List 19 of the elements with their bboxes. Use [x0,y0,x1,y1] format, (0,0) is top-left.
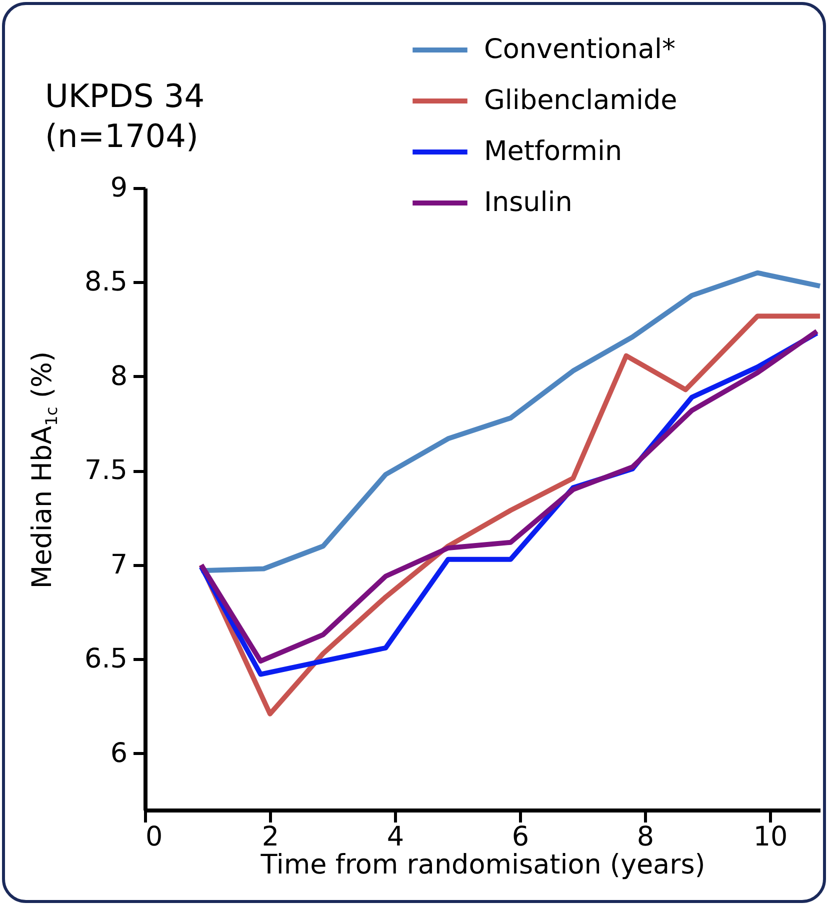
y-tick-label: 7.5 [84,455,128,486]
legend-label: Metformin [484,136,622,167]
y-tick-label: 6 [110,738,128,769]
x-axis-title: Time from randomisation (years) [260,850,706,880]
chart-title: UKPDS 34 (n=1704) [45,76,205,156]
x-tick-label: 0 [146,822,163,852]
y-tick-label: 8.5 [84,266,128,298]
y-tick-label: 8 [110,360,128,392]
x-tick-label: 6 [512,822,530,852]
x-tick-label: 4 [386,822,404,852]
legend-label: Insulin [484,187,572,218]
y-tick-label: 9 [110,172,128,204]
legend-label: Glibenclamide [484,85,678,116]
legend-label: Conventional* [484,34,676,65]
x-tick-label: 8 [636,822,654,852]
y-tick-label: 6.5 [84,644,128,675]
y-tick-label: 7 [110,549,128,580]
x-tick-label: 10 [753,822,788,852]
x-tick-label: 2 [262,822,280,852]
